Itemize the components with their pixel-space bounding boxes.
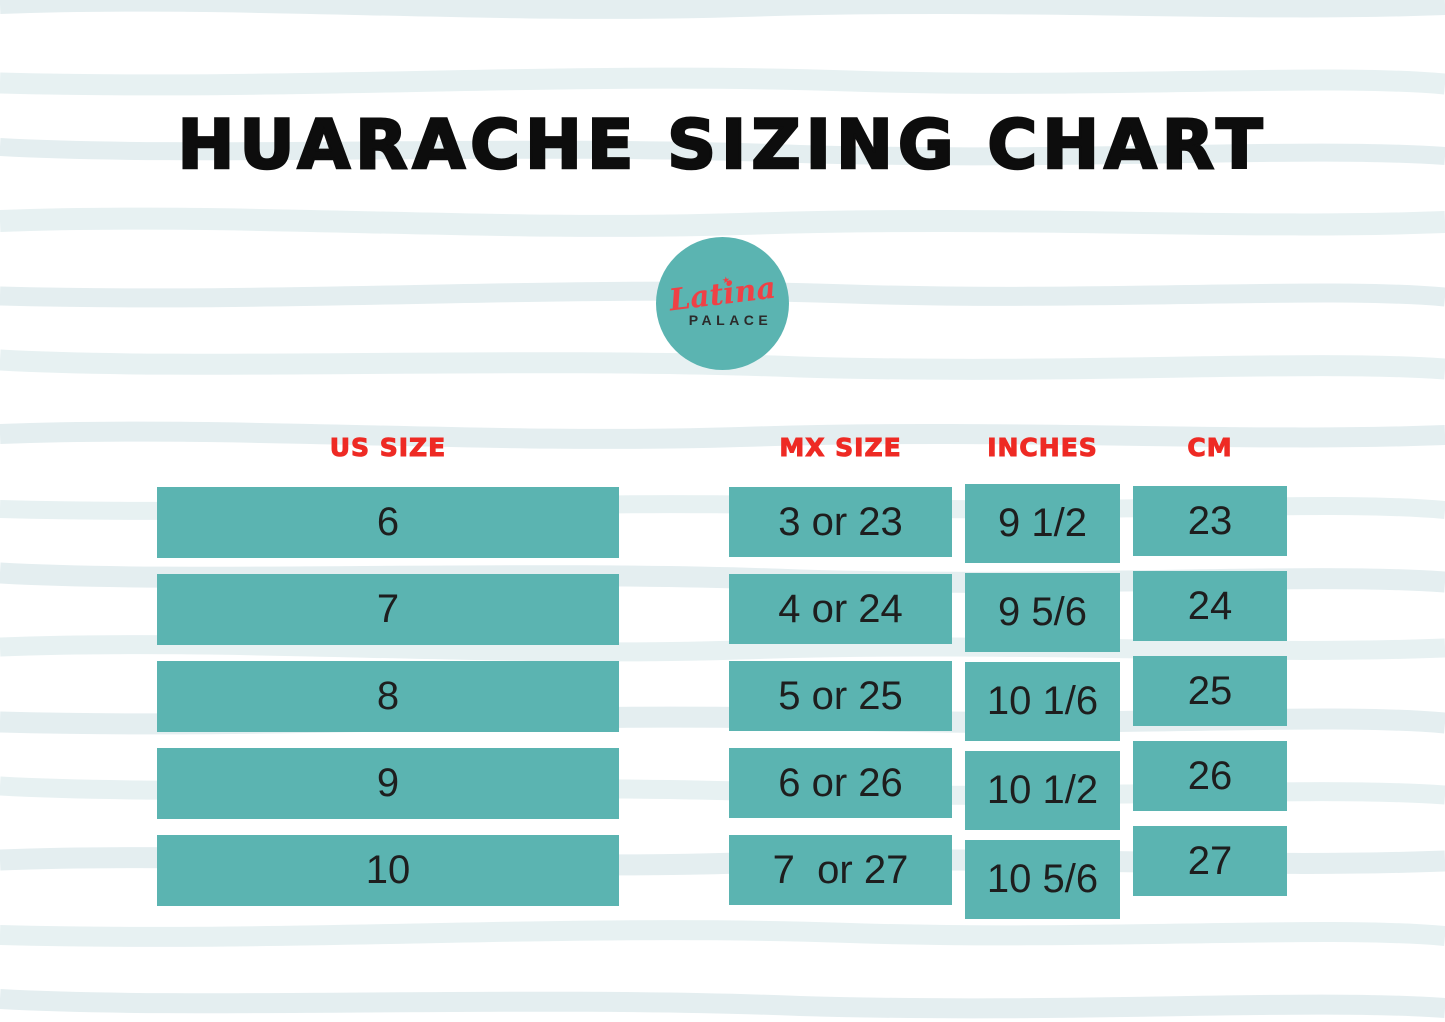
column-header-us-size: US SIZE bbox=[329, 433, 447, 463]
us-size-cell: 9 bbox=[157, 748, 619, 819]
mx-size-column: 3 or 23 4 or 24 5 or 25 6 or 26 7 or 27 bbox=[729, 487, 952, 905]
brand-name-sub: PALACE bbox=[688, 311, 773, 328]
mx-size-cell: 5 or 25 bbox=[729, 661, 952, 731]
inches-cell: 10 1/2 bbox=[965, 751, 1120, 830]
page-title: HUARACHE SIZING CHART bbox=[176, 105, 1268, 187]
inches-cell: 9 5/6 bbox=[965, 573, 1120, 652]
us-size-cell: 10 bbox=[157, 835, 619, 906]
inches-column: 9 1/2 9 5/6 10 1/6 10 1/2 10 5/6 bbox=[965, 484, 1120, 919]
us-size-cell: 8 bbox=[157, 661, 619, 732]
mx-size-cell: 7 or 27 bbox=[729, 835, 952, 905]
us-size-cell: 6 bbox=[157, 487, 619, 558]
mx-size-cell: 3 or 23 bbox=[729, 487, 952, 557]
brand-logo: Latina ★ PALACE bbox=[656, 237, 789, 370]
inches-cell: 10 1/6 bbox=[965, 662, 1120, 741]
us-size-column: 6 7 8 9 10 bbox=[157, 487, 619, 906]
mx-size-cell: 6 or 26 bbox=[729, 748, 952, 818]
cm-cell: 25 bbox=[1133, 656, 1287, 726]
column-header-mx-size: MX SIZE bbox=[779, 433, 902, 463]
cm-column: 23 24 25 26 27 bbox=[1133, 486, 1287, 896]
cm-cell: 26 bbox=[1133, 741, 1287, 811]
us-size-cell: 7 bbox=[157, 574, 619, 645]
star-icon: ★ bbox=[721, 274, 731, 286]
inches-cell: 10 5/6 bbox=[965, 840, 1120, 919]
cm-cell: 27 bbox=[1133, 826, 1287, 896]
inches-cell: 9 1/2 bbox=[965, 484, 1120, 563]
column-header-inches: INCHES bbox=[987, 433, 1098, 463]
cm-cell: 23 bbox=[1133, 486, 1287, 556]
mx-size-cell: 4 or 24 bbox=[729, 574, 952, 644]
cm-cell: 24 bbox=[1133, 571, 1287, 641]
column-header-cm: CM bbox=[1187, 433, 1233, 463]
